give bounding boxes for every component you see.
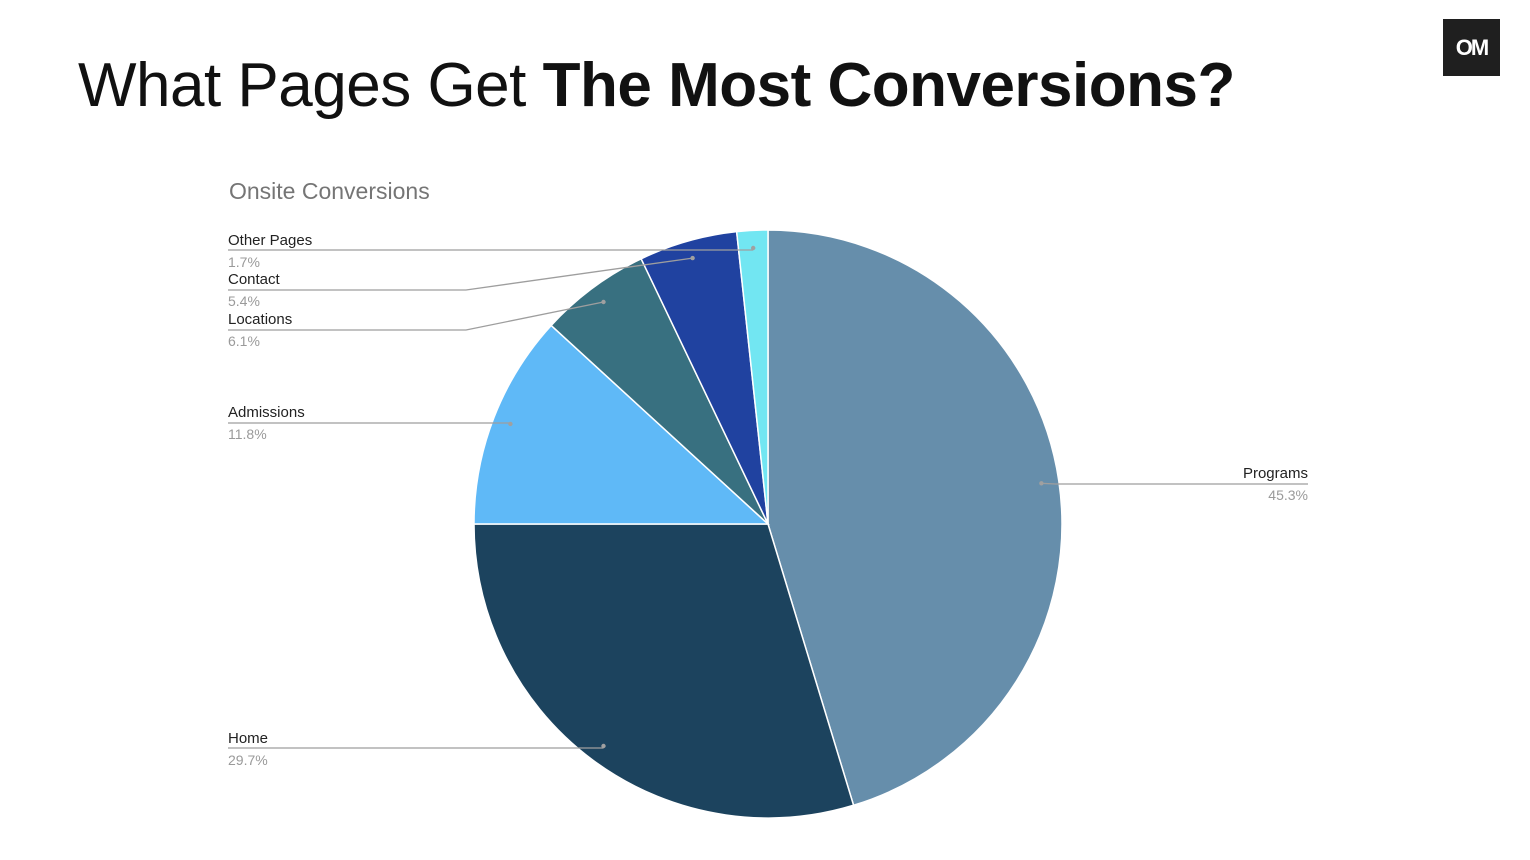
slice-label-admissions: Admissions — [228, 404, 305, 421]
leader-dot-home — [601, 743, 606, 749]
leader-dot-locations — [601, 299, 606, 305]
pie-labels: Programs 45.3% Home 29.7% Admissions 11.8% Loc… — [228, 232, 1308, 768]
slice-label-home: Home — [228, 730, 268, 747]
slice-value-admissions: 11.8% — [228, 426, 267, 442]
leader-line-locations — [228, 301, 604, 331]
slice-label-other-pages: Other Pages — [228, 232, 312, 249]
slice-value-programs: 45.3% — [1268, 487, 1308, 503]
pie-slice-other-pages — [735, 229, 769, 525]
leader-line-programs — [1041, 482, 1308, 485]
pie-leader-lines — [228, 245, 1308, 749]
slice-value-other-pages: 1.7% — [228, 254, 260, 270]
slide-title-regular: What Pages Get — [78, 51, 543, 120]
slice-value-home: 29.7% — [228, 752, 268, 768]
slice-label-locations: Locations — [228, 311, 292, 328]
slide-title: What Pages Get The Most Conversions? — [78, 50, 1235, 121]
chart-title: Onsite Conversions — [229, 178, 430, 204]
slice-label-programs: Programs — [1243, 465, 1308, 482]
slice-label-contact: Contact — [228, 271, 281, 288]
leader-line-contact — [228, 257, 693, 291]
pie-slices — [473, 229, 1063, 819]
slice-value-locations: 6.1% — [228, 333, 260, 349]
pie-slice-admissions — [473, 324, 770, 525]
pie-slice-programs — [767, 229, 1063, 807]
pie-slice-home — [473, 523, 855, 819]
leader-dot-programs — [1039, 481, 1044, 486]
slice-value-contact: 5.4% — [228, 293, 260, 309]
leader-dot-other-pages — [751, 245, 756, 251]
leader-dot-contact — [690, 255, 695, 261]
leader-dot-admissions — [508, 421, 513, 427]
slide-title-bold: The Most Conversions? — [542, 51, 1236, 120]
om-logo: OM — [1443, 19, 1500, 76]
